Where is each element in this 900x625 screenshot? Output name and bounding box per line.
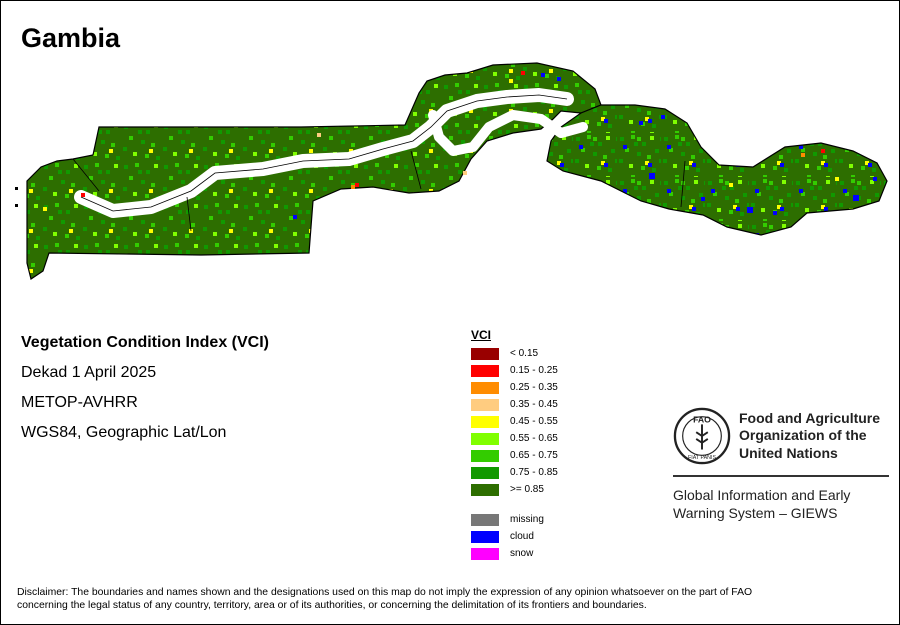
legend-swatch (471, 381, 499, 394)
fao-name-line1: Food and Agriculture (739, 409, 881, 426)
legend-swatch (471, 483, 499, 496)
legend-row: 0.75 - 0.85 (471, 464, 558, 481)
disclaimer: Disclaimer: The boundaries and names sho… (17, 586, 885, 612)
legend-swatch (471, 466, 499, 479)
legend-row: missing (471, 511, 558, 528)
disclaimer-line1: Disclaimer: The boundaries and names sho… (17, 587, 753, 598)
sensor-label: METOP-AVHRR (21, 394, 138, 411)
vci-pixels (43, 71, 877, 219)
island (15, 187, 18, 190)
legend-swatch (471, 513, 499, 526)
period-label: Dekad 1 April 2025 (21, 364, 157, 381)
legend-row: snow (471, 545, 558, 562)
region-boundaries (72, 150, 686, 232)
legend-row: >= 0.85 (471, 481, 558, 498)
country-east (546, 104, 888, 236)
legend-row: 0.55 - 0.65 (471, 430, 558, 447)
river-loop (428, 110, 588, 156)
legend-label: 0.75 - 0.85 (510, 467, 558, 478)
legend-label: snow (510, 548, 534, 559)
giews-line2: Warning System – GIEWS (673, 505, 838, 521)
legend-label: 0.15 - 0.25 (510, 365, 558, 376)
legend-swatch (471, 449, 499, 462)
fao-divider (673, 475, 889, 477)
index-title: Vegetation Condition Index (VCI) (21, 334, 269, 351)
legend-row: 0.65 - 0.75 (471, 447, 558, 464)
legend-label: missing (510, 514, 544, 525)
legend-swatch (471, 432, 499, 445)
legend-swatch (471, 415, 499, 428)
island (15, 204, 18, 207)
fao-logo-letters: FAO (693, 414, 711, 424)
legend-swatch (471, 364, 499, 377)
country-title: Gambia (21, 23, 121, 53)
legend-swatch (471, 530, 499, 543)
legend-row: 0.15 - 0.25 (471, 362, 558, 379)
giews-line1: Global Information and Early (673, 487, 851, 503)
fao-block: FAO FIAT PANIS Food and Agriculture Orga… (673, 407, 889, 522)
legend-label: 0.35 - 0.45 (510, 399, 558, 410)
fao-logo-icon: FAO FIAT PANIS (673, 407, 731, 465)
legend-swatch (471, 547, 499, 560)
fao-logo-motto: FIAT PANIS (688, 455, 716, 461)
disclaimer-line2: concerning the legal status of any count… (17, 600, 647, 611)
legend-label: 0.55 - 0.65 (510, 433, 558, 444)
legend-label: 0.25 - 0.35 (510, 382, 558, 393)
river-centreline (80, 94, 568, 212)
legend-row: 0.25 - 0.35 (471, 379, 558, 396)
fao-name-line2: Organization of the (739, 427, 867, 444)
giews-name: Global Information and Early Warning Sys… (673, 486, 889, 522)
legend-swatch (471, 347, 499, 360)
vci-legend: VCI < 0.15 0.15 - 0.25 0.25 - 0.35 0.35 - 0… (471, 328, 558, 562)
fao-name: Food and Agriculture Organization of the… (739, 410, 880, 463)
legend-title: VCI (471, 328, 492, 342)
legend-row: cloud (471, 528, 558, 545)
fao-name-line3: United Nations (739, 444, 838, 461)
projection-label: WGS84, Geographic Lat/Lon (21, 424, 227, 441)
legend-label: 0.45 - 0.55 (510, 416, 558, 427)
legend-swatch (471, 398, 499, 411)
legend-label: < 0.15 (510, 348, 539, 359)
map-metadata: Vegetation Condition Index (VCI) Dekad 1… (21, 332, 269, 452)
legend-label: cloud (510, 531, 534, 542)
legend-row: 0.35 - 0.45 (471, 396, 558, 413)
legend-label: >= 0.85 (510, 484, 544, 495)
vci-map (15, 62, 888, 280)
legend-label: 0.65 - 0.75 (510, 450, 558, 461)
legend-row: < 0.15 (471, 345, 558, 362)
legend-row: 0.45 - 0.55 (471, 413, 558, 430)
